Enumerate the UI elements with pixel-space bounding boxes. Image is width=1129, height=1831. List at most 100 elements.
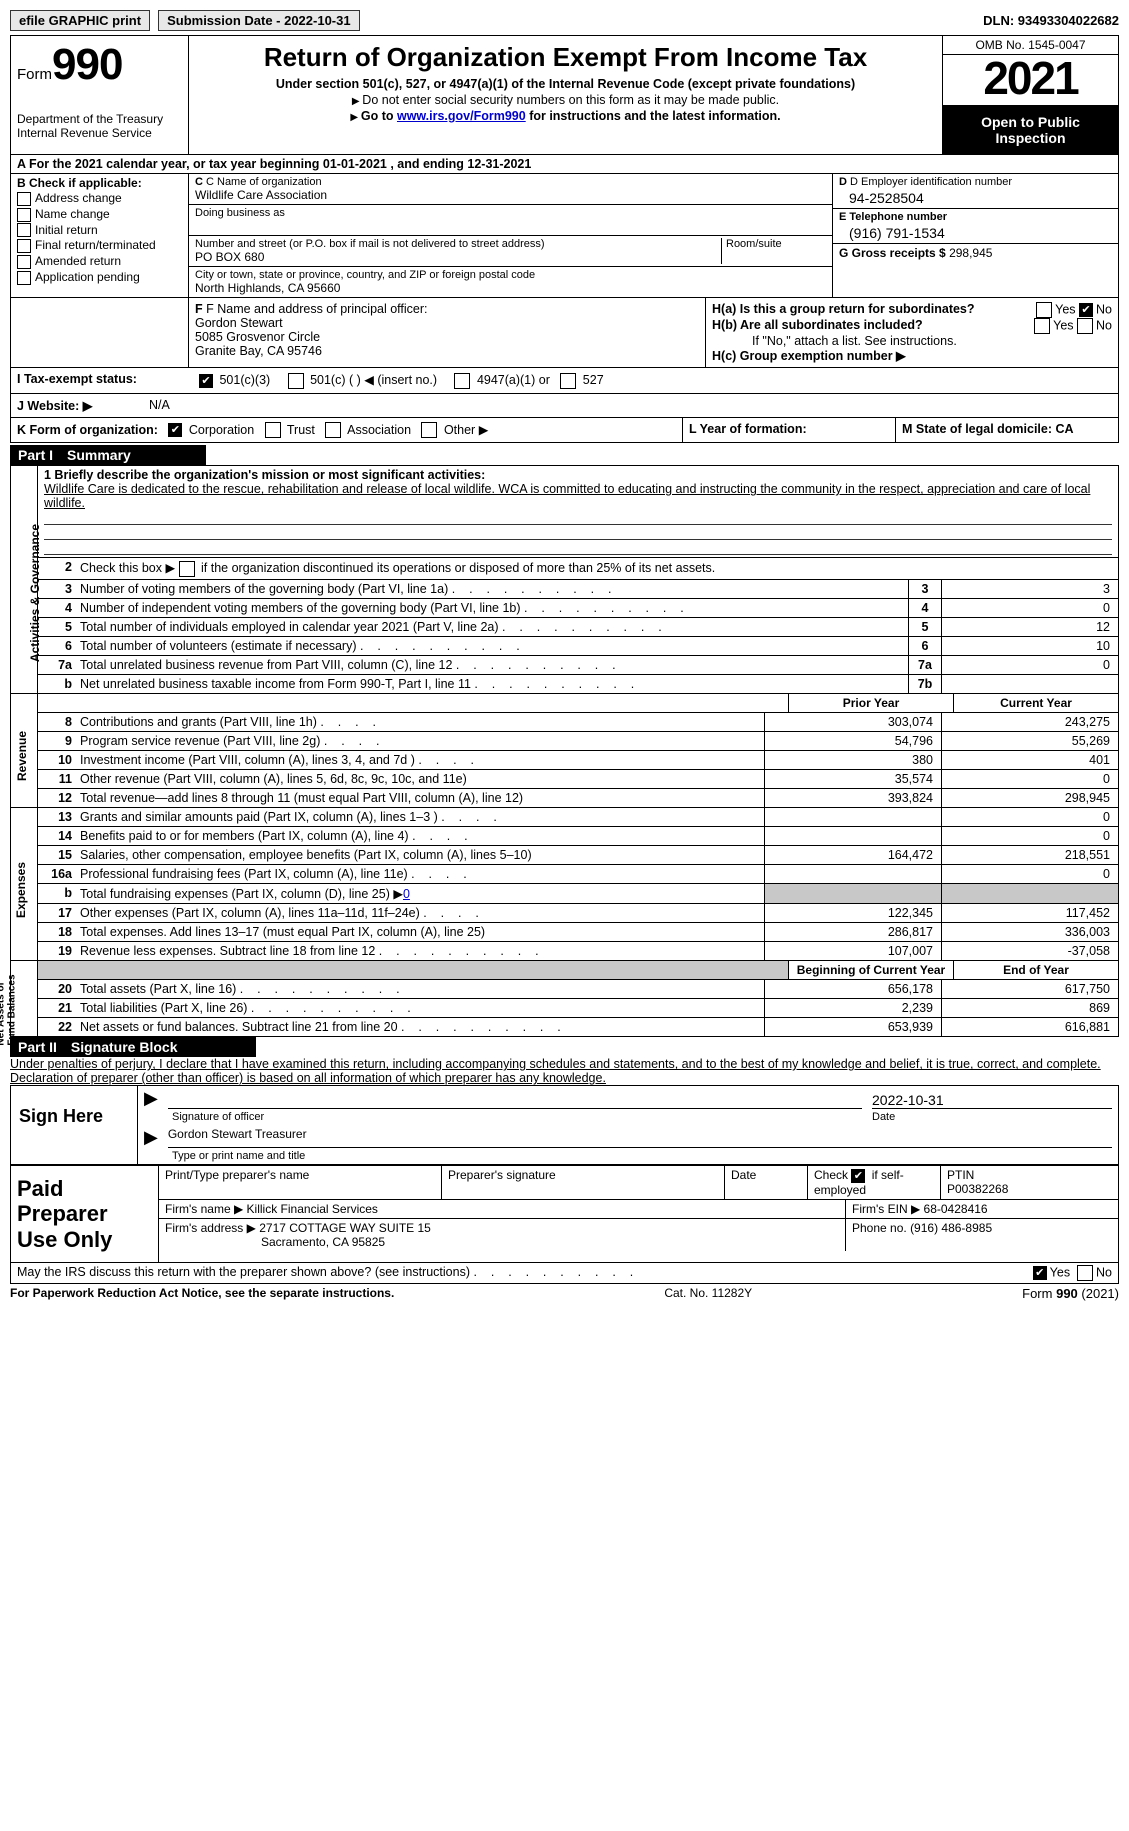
dba-label: Doing business as [195, 207, 826, 219]
part2-header: Part IISignature Block [10, 1037, 256, 1057]
row6-val: 10 [941, 637, 1118, 655]
r21-desc: Total liabilities (Part X, line 26) [76, 999, 764, 1017]
officer-name: Gordon Stewart [195, 316, 699, 330]
mission-q: 1 Briefly describe the organization's mi… [44, 468, 1112, 482]
sig-date-label: Date [872, 1111, 1112, 1123]
cb-assoc[interactable] [325, 422, 341, 438]
cb-501c[interactable] [288, 373, 304, 389]
revenue-block: Revenue Prior YearCurrent Year 8Contribu… [10, 694, 1119, 808]
dept-treasury: Department of the Treasury [17, 112, 182, 126]
city-label: City or town, state or province, country… [195, 269, 826, 281]
room-label: Room/suite [726, 238, 826, 250]
public-inspection: Open to Public Inspection [943, 106, 1118, 154]
firm-name: Killick Financial Services [247, 1202, 378, 1216]
box-b-title: B Check if applicable: [17, 176, 142, 190]
tax-status-row: I Tax-exempt status: ✔ 501(c)(3) 501(c) … [10, 368, 1119, 394]
r13-desc: Grants and similar amounts paid (Part IX… [76, 808, 764, 826]
vtab-revenue: Revenue [15, 731, 29, 781]
cb-corp[interactable]: ✔ [168, 423, 182, 437]
cb-name-change[interactable]: Name change [17, 207, 182, 222]
r10-desc: Investment income (Part VIII, column (A)… [76, 751, 764, 769]
penalty-text: Under penalties of perjury, I declare th… [10, 1057, 1119, 1085]
form990-link[interactable]: www.irs.gov/Form990 [397, 109, 526, 123]
submission-date-button[interactable]: Submission Date - 2022-10-31 [158, 10, 360, 31]
cb-initial-return[interactable]: Initial return [17, 223, 182, 238]
cb-4947[interactable] [454, 373, 470, 389]
r16b-link[interactable]: 0 [403, 887, 410, 901]
part1-header: Part ISummary [10, 445, 206, 465]
eoy-header: End of Year [953, 961, 1118, 979]
officer-addr1: 5085 Grosvenor Circle [195, 330, 699, 344]
form-number: Form990 [17, 40, 182, 90]
firm-addr-label: Firm's address ▶ [165, 1221, 256, 1235]
r17-desc: Other expenses (Part IX, column (A), lin… [76, 904, 764, 922]
sign-here-label: Sign Here [11, 1086, 138, 1164]
cb-527[interactable] [560, 373, 576, 389]
activities-governance: Activities & Governance 1 Briefly descri… [10, 465, 1119, 694]
row7b-desc: Net unrelated business taxable income fr… [76, 675, 908, 693]
subtitle-3: Go to www.irs.gov/Form990 for instructio… [197, 109, 934, 123]
r15-desc: Salaries, other compensation, employee b… [76, 846, 764, 864]
discuss-row: May the IRS discuss this return with the… [10, 1263, 1119, 1284]
cb-application-pending[interactable]: Application pending [17, 270, 182, 285]
footer-mid: Cat. No. 11282Y [664, 1286, 752, 1301]
website-row: J Website: ▶ N/A [10, 394, 1119, 418]
cb-trust[interactable] [265, 422, 281, 438]
m-state: M State of legal domicile: CA [895, 418, 1118, 443]
hb-label: H(b) Are all subordinates included?Yes N… [712, 318, 1112, 334]
line-a: A For the 2021 calendar year, or tax yea… [10, 155, 1119, 174]
city: North Highlands, CA 95660 [195, 281, 826, 295]
form-title: Return of Organization Exempt From Incom… [197, 42, 934, 73]
r20-desc: Total assets (Part X, line 16) [76, 980, 764, 998]
hc-label: H(c) Group exemption number ▶ [712, 348, 1112, 363]
row7b-val [941, 675, 1118, 693]
paid-preparer-block: Paid Preparer Use Only Print/Type prepar… [10, 1165, 1119, 1263]
tel: (916) 791-1534 [839, 223, 1112, 241]
org-name: Wildlife Care Association [195, 188, 826, 202]
prep-date-label: Date [725, 1166, 808, 1199]
cb-501c3[interactable]: ✔ [199, 374, 213, 388]
current-year-header: Current Year [953, 694, 1118, 712]
phone-label: Phone no. [852, 1221, 907, 1235]
type-name-label: Type or print name and title [172, 1150, 305, 1162]
addr: PO BOX 680 [195, 250, 717, 264]
signature-line[interactable] [168, 1088, 862, 1109]
top-toolbar: efile GRAPHIC print Submission Date - 20… [10, 10, 1119, 31]
r22-desc: Net assets or fund balances. Subtract li… [76, 1018, 764, 1036]
irs-label: Internal Revenue Service [17, 126, 182, 140]
vtab-expenses: Expenses [14, 862, 28, 918]
firm-name-label: Firm's name ▶ [165, 1202, 243, 1216]
website: N/A [143, 394, 176, 417]
vtab-nafb: Net Assets orFund Balances [0, 975, 18, 1046]
boy-header: Beginning of Current Year [788, 961, 953, 979]
dln-label: DLN: 93493304022682 [983, 13, 1119, 28]
footer-left: For Paperwork Reduction Act Notice, see … [10, 1286, 394, 1301]
form-header: Form990 Department of the Treasury Inter… [10, 35, 1119, 155]
row5-val: 12 [941, 618, 1118, 636]
officer-name-print: Gordon Stewart Treasurer [168, 1127, 1112, 1148]
paid-prep-label: Paid Preparer Use Only [11, 1166, 159, 1262]
cb-other[interactable] [421, 422, 437, 438]
vtab-activities: Activities & Governance [28, 524, 42, 662]
r12-desc: Total revenue—add lines 8 through 11 (mu… [76, 789, 764, 807]
page-footer: For Paperwork Reduction Act Notice, see … [10, 1284, 1119, 1301]
prior-year-header: Prior Year [788, 694, 953, 712]
cb-amended-return[interactable]: Amended return [17, 254, 182, 269]
officer-label: F F Name and address of principal office… [195, 302, 699, 316]
arrow-icon: ▶ [144, 1127, 158, 1148]
row4-val: 0 [941, 599, 1118, 617]
ein-label: D D Employer identification number [839, 176, 1112, 188]
sign-here-block: Sign Here ▶ 2022-10-31 Signature of offi… [10, 1085, 1119, 1165]
firm-ein: 68-0428416 [924, 1202, 988, 1216]
row2: Check this box ▶ if the organization dis… [76, 558, 1118, 579]
r11-desc: Other revenue (Part VIII, column (A), li… [76, 770, 764, 788]
firm-ein-label: Firm's EIN ▶ [852, 1202, 920, 1216]
org-name-label: C C Name of organization [195, 176, 826, 188]
r19-desc: Revenue less expenses. Subtract line 18 … [76, 942, 764, 960]
cb-address-change[interactable]: Address change [17, 191, 182, 206]
ptin-cell: PTINP00382268 [941, 1166, 1118, 1199]
cb-final-return[interactable]: Final return/terminated [17, 238, 182, 253]
net-assets-block: Net Assets orFund Balances Beginning of … [10, 961, 1119, 1037]
subtitle-2: Do not enter social security numbers on … [197, 93, 934, 107]
efile-button[interactable]: efile GRAPHIC print [10, 10, 150, 31]
